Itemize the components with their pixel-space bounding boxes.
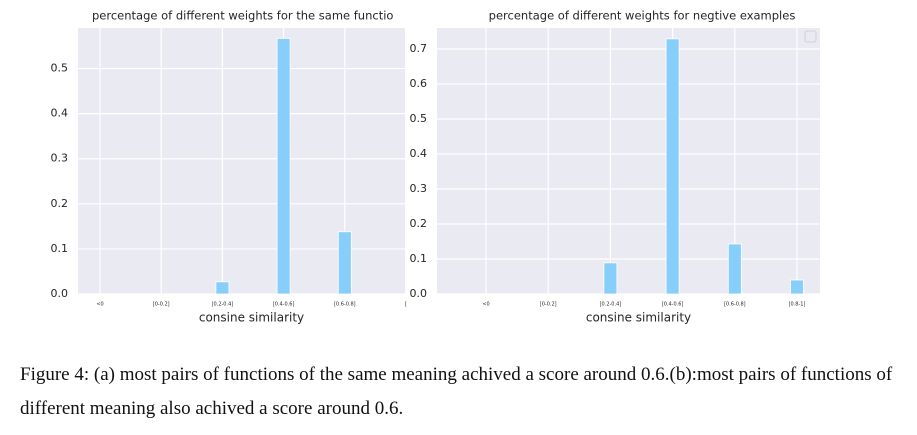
x-tick-label: [0.4-0.6] — [662, 302, 684, 308]
y-tick-label: 0.2 — [51, 197, 69, 210]
x-tick-label: <0 — [482, 302, 489, 308]
chart-a: percentage of different weights for the … — [51, 9, 408, 325]
y-tick-label: 0.0 — [51, 287, 69, 300]
y-tick-label: 0.0 — [410, 287, 428, 300]
legend — [804, 30, 817, 43]
y-tick-label: 0.1 — [51, 242, 69, 255]
y-tick-label: 0.7 — [410, 42, 428, 55]
x-tick-label: [0.6-0.8] — [334, 302, 356, 308]
x-tick-label: [0-0.2] — [540, 302, 557, 308]
y-tick-label: 0.3 — [51, 152, 69, 165]
bar — [790, 279, 804, 295]
x-tick-label: [0-0.2] — [153, 302, 170, 308]
chart-b: percentage of different weights for negt… — [410, 9, 820, 325]
x-tick-label: [ — [405, 302, 407, 308]
y-tick-label: 0.1 — [410, 252, 428, 265]
y-tick-label: 0.5 — [51, 62, 69, 75]
bar — [727, 243, 742, 295]
bar — [215, 281, 230, 295]
y-tick-label: 0.5 — [410, 112, 428, 125]
plot-area — [437, 28, 820, 294]
y-tick-label: 0.4 — [51, 107, 69, 120]
caption: Figure 4: (a) most pairs of functions of… — [20, 364, 893, 419]
y-tick-label: 0.2 — [410, 217, 428, 230]
x-tick-label: [0.2-0.4] — [600, 302, 622, 308]
x-tick-label: [0.6-0.8] — [724, 302, 746, 308]
x-axis-label: consine similarity — [586, 311, 691, 325]
y-tick-label: 0.3 — [410, 182, 428, 195]
bar — [603, 262, 618, 295]
x-axis-label: consine similarity — [199, 311, 304, 325]
x-tick-label: [0.2-0.4] — [212, 302, 234, 308]
x-tick-label: [0.8-1] — [789, 302, 806, 308]
chart-title: percentage of different weights for negt… — [489, 9, 796, 23]
figure: percentage of different weights for the … — [51, 9, 820, 325]
x-tick-label: [0.4-0.6] — [273, 302, 295, 308]
y-tick-label: 0.4 — [410, 147, 428, 160]
bar — [276, 37, 291, 295]
bar — [337, 231, 352, 295]
x-tick-label: <0 — [96, 302, 103, 308]
chart-title: percentage of different weights for the … — [92, 9, 393, 23]
plot-area — [78, 28, 405, 294]
bar — [665, 38, 680, 295]
y-tick-label: 0.6 — [410, 77, 428, 90]
